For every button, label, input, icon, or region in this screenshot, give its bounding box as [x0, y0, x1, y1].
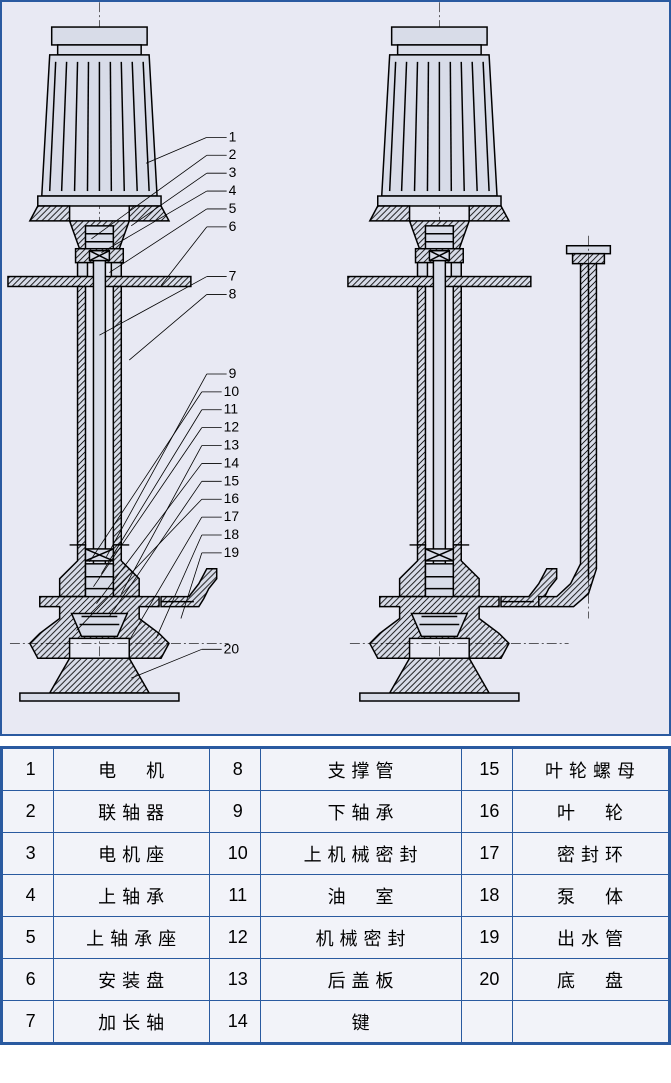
part-num: 6 — [3, 959, 54, 1001]
callout-3: 3 — [229, 164, 237, 180]
part-num: 7 — [3, 1001, 54, 1043]
table-row: 7加长轴14键 — [3, 1001, 669, 1043]
part-num: 13 — [210, 959, 261, 1001]
pump-right — [348, 2, 610, 701]
callout-8: 8 — [229, 285, 237, 301]
callout-12: 12 — [224, 419, 240, 435]
part-label: 油 室 — [261, 875, 461, 917]
part-num: 5 — [3, 917, 54, 959]
part-label: 泵 体 — [513, 875, 669, 917]
callout-16: 16 — [224, 490, 240, 506]
table-row: 2联轴器9下轴承16叶 轮 — [3, 791, 669, 833]
part-label: 联轴器 — [54, 791, 210, 833]
part-num: 20 — [461, 959, 512, 1001]
part-num: 19 — [461, 917, 512, 959]
part-num: 8 — [210, 749, 261, 791]
pump-diagram: 1234567891011121314151617181920 — [2, 2, 669, 734]
part-num: 12 — [210, 917, 261, 959]
table-row: 4上轴承11油 室18泵 体 — [3, 875, 669, 917]
callout-20: 20 — [224, 640, 240, 656]
part-num: 18 — [461, 875, 512, 917]
part-label: 上机械密封 — [261, 833, 461, 875]
part-label: 底 盘 — [513, 959, 669, 1001]
part-label: 上轴承 — [54, 875, 210, 917]
parts-table-panel: 1电 机8支撑管15叶轮螺母2联轴器9下轴承16叶 轮3电机座10上机械密封17… — [0, 746, 671, 1045]
callout-19: 19 — [224, 544, 240, 560]
table-row: 3电机座10上机械密封17密封环 — [3, 833, 669, 875]
part-num: 11 — [210, 875, 261, 917]
parts-table: 1电 机8支撑管15叶轮螺母2联轴器9下轴承16叶 轮3电机座10上机械密封17… — [2, 748, 669, 1043]
table-row: 1电 机8支撑管15叶轮螺母 — [3, 749, 669, 791]
pump-left — [8, 2, 229, 701]
part-label: 电机座 — [54, 833, 210, 875]
callout-14: 14 — [224, 454, 240, 470]
diagram-panel: 1234567891011121314151617181920 — [0, 0, 671, 736]
callout-10: 10 — [224, 383, 240, 399]
callout-15: 15 — [224, 472, 240, 488]
part-label: 支撑管 — [261, 749, 461, 791]
part-num: 9 — [210, 791, 261, 833]
callout-6: 6 — [229, 218, 237, 234]
part-num: 14 — [210, 1001, 261, 1043]
part-num: 15 — [461, 749, 512, 791]
part-num: 2 — [3, 791, 54, 833]
callout-13: 13 — [224, 437, 240, 453]
part-num: 1 — [3, 749, 54, 791]
callout-1: 1 — [229, 128, 237, 144]
part-num — [461, 1001, 512, 1043]
part-label: 叶轮螺母 — [513, 749, 669, 791]
part-label: 安装盘 — [54, 959, 210, 1001]
part-label: 出水管 — [513, 917, 669, 959]
table-row: 6安装盘13后盖板20底 盘 — [3, 959, 669, 1001]
part-label: 电 机 — [54, 749, 210, 791]
part-label: 下轴承 — [261, 791, 461, 833]
part-num: 10 — [210, 833, 261, 875]
callout-2: 2 — [229, 146, 237, 162]
part-label: 后盖板 — [261, 959, 461, 1001]
callout-18: 18 — [224, 526, 240, 542]
part-num: 16 — [461, 791, 512, 833]
part-label — [513, 1001, 669, 1043]
callout-11: 11 — [224, 401, 239, 417]
part-num: 4 — [3, 875, 54, 917]
part-label: 机械密封 — [261, 917, 461, 959]
part-label: 上轴承座 — [54, 917, 210, 959]
callout-7: 7 — [229, 268, 237, 284]
part-label: 键 — [261, 1001, 461, 1043]
part-label: 加长轴 — [54, 1001, 210, 1043]
part-label: 叶 轮 — [513, 791, 669, 833]
callout-17: 17 — [224, 508, 240, 524]
part-label: 密封环 — [513, 833, 669, 875]
part-num: 3 — [3, 833, 54, 875]
table-row: 5上轴承座12机械密封19出水管 — [3, 917, 669, 959]
part-num: 17 — [461, 833, 512, 875]
callout-9: 9 — [229, 365, 237, 381]
callout-5: 5 — [229, 200, 237, 216]
callout-4: 4 — [229, 182, 237, 198]
